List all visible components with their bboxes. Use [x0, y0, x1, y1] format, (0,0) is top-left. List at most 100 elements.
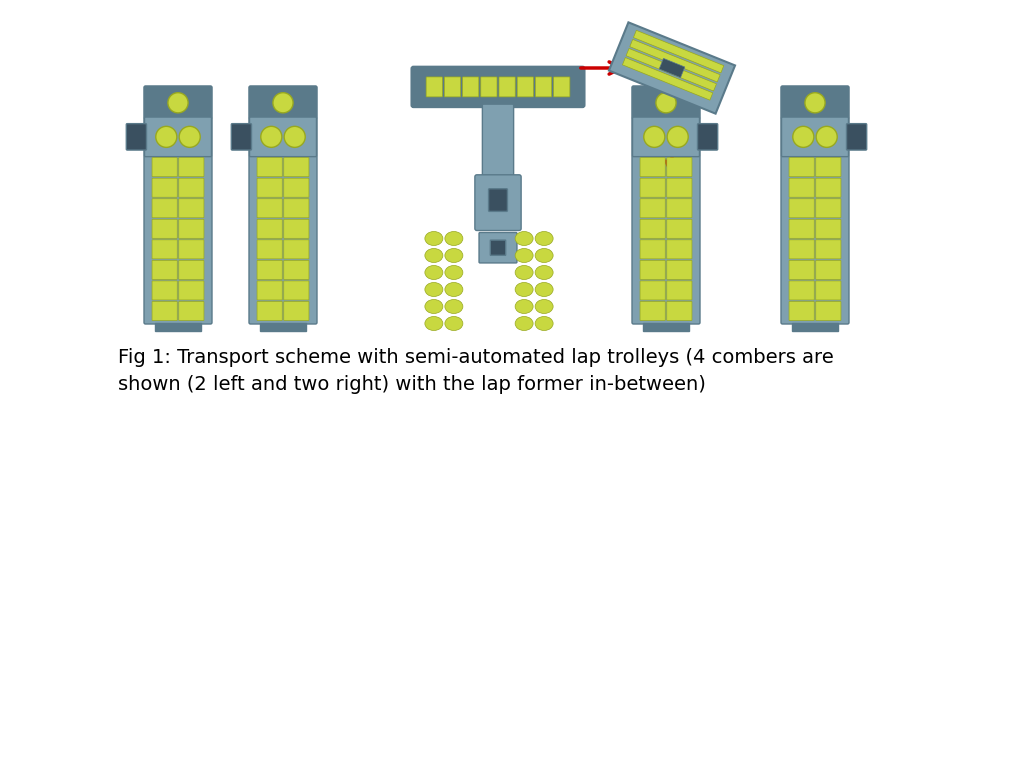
- FancyBboxPatch shape: [249, 86, 317, 324]
- FancyBboxPatch shape: [667, 220, 692, 238]
- FancyBboxPatch shape: [499, 77, 515, 97]
- Polygon shape: [626, 48, 717, 91]
- FancyBboxPatch shape: [697, 124, 718, 150]
- FancyBboxPatch shape: [790, 240, 814, 259]
- Circle shape: [668, 126, 688, 147]
- Polygon shape: [623, 58, 713, 100]
- FancyBboxPatch shape: [633, 117, 699, 157]
- FancyBboxPatch shape: [640, 199, 666, 218]
- FancyBboxPatch shape: [152, 157, 177, 177]
- FancyBboxPatch shape: [284, 199, 309, 218]
- Circle shape: [261, 126, 282, 147]
- FancyBboxPatch shape: [284, 220, 309, 238]
- Bar: [793, 323, 838, 331]
- FancyBboxPatch shape: [257, 240, 283, 259]
- FancyBboxPatch shape: [412, 67, 585, 107]
- FancyBboxPatch shape: [640, 220, 666, 238]
- FancyBboxPatch shape: [257, 157, 283, 177]
- FancyBboxPatch shape: [816, 260, 841, 280]
- FancyBboxPatch shape: [257, 281, 283, 300]
- FancyBboxPatch shape: [816, 178, 841, 197]
- FancyBboxPatch shape: [284, 240, 309, 259]
- Circle shape: [816, 126, 838, 147]
- Ellipse shape: [425, 249, 442, 263]
- Ellipse shape: [515, 249, 534, 263]
- FancyBboxPatch shape: [536, 77, 552, 97]
- FancyBboxPatch shape: [816, 281, 841, 300]
- FancyBboxPatch shape: [781, 86, 849, 324]
- FancyBboxPatch shape: [475, 175, 521, 230]
- Ellipse shape: [515, 266, 534, 280]
- FancyBboxPatch shape: [667, 260, 692, 280]
- Ellipse shape: [444, 231, 463, 246]
- FancyBboxPatch shape: [847, 124, 866, 150]
- Ellipse shape: [444, 249, 463, 263]
- Circle shape: [793, 126, 814, 147]
- FancyBboxPatch shape: [632, 86, 700, 324]
- Circle shape: [656, 93, 676, 113]
- FancyBboxPatch shape: [640, 302, 666, 320]
- FancyBboxPatch shape: [284, 281, 309, 300]
- Bar: [260, 323, 306, 331]
- Ellipse shape: [536, 283, 553, 296]
- FancyBboxPatch shape: [667, 157, 692, 177]
- FancyBboxPatch shape: [284, 302, 309, 320]
- FancyBboxPatch shape: [781, 117, 849, 157]
- Ellipse shape: [425, 316, 442, 330]
- Ellipse shape: [536, 300, 553, 313]
- FancyBboxPatch shape: [790, 178, 814, 197]
- FancyBboxPatch shape: [790, 281, 814, 300]
- FancyBboxPatch shape: [152, 199, 177, 218]
- Ellipse shape: [515, 283, 534, 296]
- Ellipse shape: [425, 283, 442, 296]
- Circle shape: [285, 126, 305, 147]
- Bar: [156, 323, 201, 331]
- FancyBboxPatch shape: [152, 178, 177, 197]
- Circle shape: [156, 126, 177, 147]
- FancyBboxPatch shape: [126, 124, 146, 150]
- FancyBboxPatch shape: [781, 87, 849, 119]
- FancyBboxPatch shape: [633, 87, 699, 119]
- Ellipse shape: [536, 249, 553, 263]
- FancyBboxPatch shape: [790, 220, 814, 238]
- FancyBboxPatch shape: [640, 240, 666, 259]
- FancyBboxPatch shape: [790, 260, 814, 280]
- FancyBboxPatch shape: [231, 124, 252, 150]
- FancyBboxPatch shape: [667, 199, 692, 218]
- FancyBboxPatch shape: [257, 199, 283, 218]
- FancyBboxPatch shape: [179, 260, 204, 280]
- FancyBboxPatch shape: [144, 86, 212, 324]
- FancyBboxPatch shape: [790, 157, 814, 177]
- FancyBboxPatch shape: [257, 260, 283, 280]
- FancyBboxPatch shape: [179, 178, 204, 197]
- FancyBboxPatch shape: [257, 178, 283, 197]
- FancyBboxPatch shape: [640, 281, 666, 300]
- FancyBboxPatch shape: [152, 220, 177, 238]
- FancyBboxPatch shape: [816, 240, 841, 259]
- Ellipse shape: [536, 266, 553, 280]
- Ellipse shape: [425, 266, 442, 280]
- Ellipse shape: [515, 231, 534, 246]
- Circle shape: [805, 93, 825, 113]
- FancyBboxPatch shape: [816, 157, 841, 177]
- FancyBboxPatch shape: [257, 302, 283, 320]
- Ellipse shape: [444, 300, 463, 313]
- FancyBboxPatch shape: [667, 302, 692, 320]
- FancyBboxPatch shape: [179, 157, 204, 177]
- FancyBboxPatch shape: [479, 233, 517, 263]
- FancyBboxPatch shape: [257, 220, 283, 238]
- FancyBboxPatch shape: [816, 220, 841, 238]
- FancyBboxPatch shape: [179, 220, 204, 238]
- FancyBboxPatch shape: [790, 199, 814, 218]
- Circle shape: [168, 93, 188, 113]
- Polygon shape: [659, 58, 685, 78]
- FancyBboxPatch shape: [554, 77, 570, 97]
- FancyBboxPatch shape: [517, 77, 534, 97]
- Polygon shape: [634, 30, 724, 73]
- FancyBboxPatch shape: [179, 199, 204, 218]
- Text: shown (2 left and two right) with the lap former in-between): shown (2 left and two right) with the la…: [118, 375, 706, 394]
- FancyBboxPatch shape: [488, 189, 508, 211]
- FancyBboxPatch shape: [284, 260, 309, 280]
- FancyBboxPatch shape: [250, 87, 316, 119]
- FancyBboxPatch shape: [640, 260, 666, 280]
